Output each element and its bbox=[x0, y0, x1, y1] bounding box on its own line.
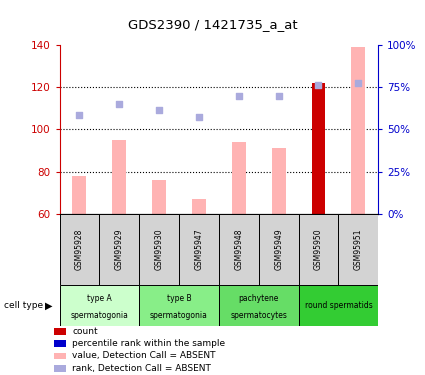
Text: GDS2390 / 1421735_a_at: GDS2390 / 1421735_a_at bbox=[128, 18, 298, 31]
Text: GSM95930: GSM95930 bbox=[155, 228, 164, 270]
Text: ▶: ▶ bbox=[45, 301, 53, 310]
Bar bbox=[139, 285, 219, 326]
Bar bbox=[298, 285, 378, 326]
Bar bbox=[232, 142, 246, 214]
Bar bbox=[192, 199, 206, 214]
Point bbox=[76, 112, 83, 118]
Bar bbox=[219, 285, 298, 326]
Bar bbox=[298, 214, 338, 285]
Text: GSM95949: GSM95949 bbox=[274, 228, 283, 270]
Bar bbox=[54, 340, 66, 347]
Text: cell type: cell type bbox=[4, 301, 43, 310]
Text: count: count bbox=[72, 327, 98, 336]
Text: pachytene: pachytene bbox=[238, 294, 279, 303]
Text: round spermatids: round spermatids bbox=[305, 301, 372, 310]
Bar bbox=[60, 285, 139, 326]
Text: GSM95951: GSM95951 bbox=[354, 229, 363, 270]
Bar bbox=[351, 47, 366, 214]
Point bbox=[156, 107, 162, 113]
Point bbox=[116, 101, 123, 107]
Bar bbox=[139, 214, 179, 285]
Text: type B: type B bbox=[167, 294, 191, 303]
Bar bbox=[219, 214, 259, 285]
Bar bbox=[338, 214, 378, 285]
Text: GSM95928: GSM95928 bbox=[75, 229, 84, 270]
Text: percentile rank within the sample: percentile rank within the sample bbox=[72, 339, 225, 348]
Bar bbox=[179, 214, 219, 285]
Bar bbox=[54, 365, 66, 372]
Text: GSM95950: GSM95950 bbox=[314, 228, 323, 270]
Point bbox=[315, 82, 322, 88]
Text: spermatogonia: spermatogonia bbox=[150, 310, 208, 320]
Bar bbox=[259, 214, 298, 285]
Text: rank, Detection Call = ABSENT: rank, Detection Call = ABSENT bbox=[72, 364, 211, 373]
Text: spermatogonia: spermatogonia bbox=[71, 310, 128, 320]
Point bbox=[355, 80, 362, 86]
Bar bbox=[312, 83, 326, 214]
Bar bbox=[152, 180, 166, 214]
Bar bbox=[54, 352, 66, 359]
Point bbox=[275, 93, 282, 99]
Bar bbox=[272, 148, 286, 214]
Bar bbox=[54, 328, 66, 335]
Bar bbox=[72, 176, 86, 214]
Text: GSM95929: GSM95929 bbox=[115, 229, 124, 270]
Text: GSM95947: GSM95947 bbox=[195, 228, 204, 270]
Text: spermatocytes: spermatocytes bbox=[230, 310, 287, 320]
Bar bbox=[112, 140, 126, 214]
Point bbox=[196, 114, 202, 120]
Bar bbox=[99, 214, 139, 285]
Point bbox=[235, 93, 242, 99]
Text: type A: type A bbox=[87, 294, 112, 303]
Text: value, Detection Call = ABSENT: value, Detection Call = ABSENT bbox=[72, 351, 216, 360]
Bar bbox=[60, 214, 99, 285]
Text: GSM95948: GSM95948 bbox=[234, 229, 243, 270]
